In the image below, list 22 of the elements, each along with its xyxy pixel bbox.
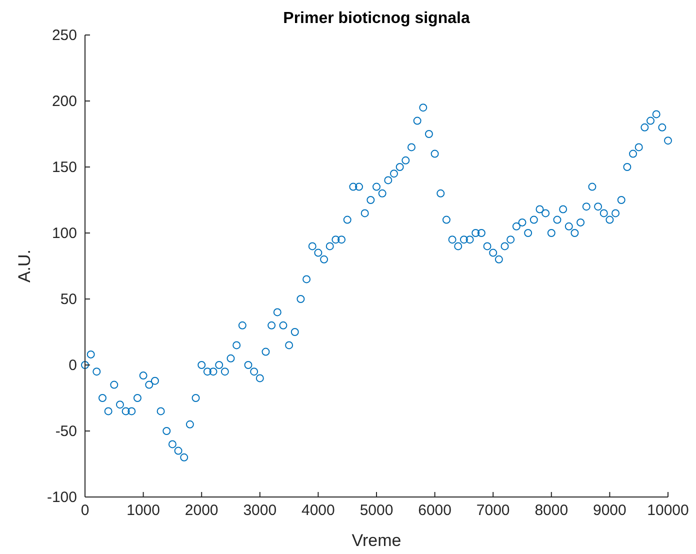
x-tick-label: 8000: [534, 502, 568, 519]
y-tick-label: -100: [46, 489, 77, 506]
y-tick-label: 150: [52, 159, 77, 176]
x-tick-label: 6000: [418, 502, 452, 519]
x-tick-label: 3000: [243, 502, 277, 519]
chart-title: Primer bioticnog signala: [283, 10, 470, 27]
x-tick-label: 4000: [302, 502, 335, 519]
y-tick-label: 50: [60, 291, 77, 308]
y-tick-label: 200: [52, 93, 77, 110]
x-tick-label: 9000: [593, 502, 626, 519]
y-tick-label: -50: [55, 423, 77, 440]
y-tick-label: 0: [68, 357, 77, 374]
x-tick-label: 0: [80, 502, 90, 519]
x-tick-label: 10000: [647, 502, 689, 519]
x-tick-label: 1000: [126, 502, 160, 519]
x-tick-label: 2000: [184, 502, 218, 519]
x-axis-title: Vreme: [352, 531, 402, 550]
x-tick-label: 5000: [360, 502, 394, 519]
y-axis-title: A.U.: [15, 249, 34, 283]
y-tick-label: 250: [52, 27, 77, 44]
y-tick-label: 100: [52, 225, 77, 242]
x-tick-label: 7000: [476, 502, 510, 519]
